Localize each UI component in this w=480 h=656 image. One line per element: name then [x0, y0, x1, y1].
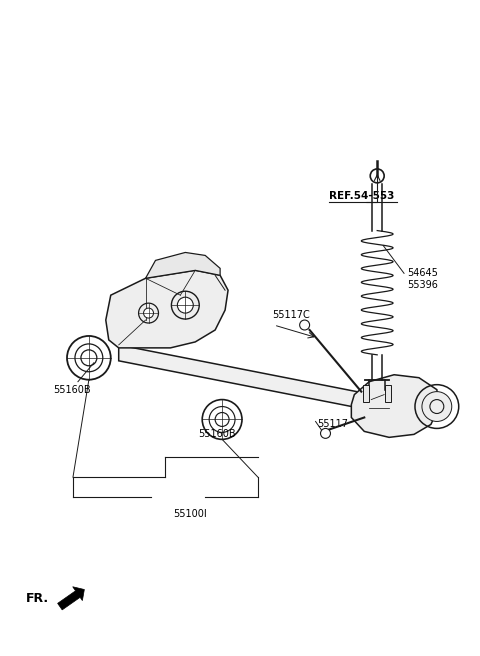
Polygon shape: [58, 586, 84, 610]
Text: 55117C: 55117C: [272, 310, 310, 320]
Polygon shape: [145, 253, 220, 278]
Circle shape: [300, 320, 310, 330]
Text: 54645
55396: 54645 55396: [407, 268, 438, 290]
Text: 55160B: 55160B: [53, 384, 91, 395]
Text: 55100I: 55100I: [173, 509, 207, 519]
Circle shape: [144, 308, 154, 318]
Circle shape: [178, 297, 193, 313]
Text: 55117: 55117: [318, 419, 348, 430]
Circle shape: [321, 428, 330, 438]
Text: REF.54-553: REF.54-553: [329, 191, 395, 201]
Polygon shape: [351, 375, 439, 438]
Polygon shape: [363, 384, 369, 401]
Circle shape: [422, 392, 452, 421]
Text: FR.: FR.: [26, 592, 49, 605]
Polygon shape: [119, 345, 387, 413]
Polygon shape: [106, 270, 228, 348]
Polygon shape: [385, 384, 391, 401]
Text: 55160B: 55160B: [198, 430, 236, 440]
